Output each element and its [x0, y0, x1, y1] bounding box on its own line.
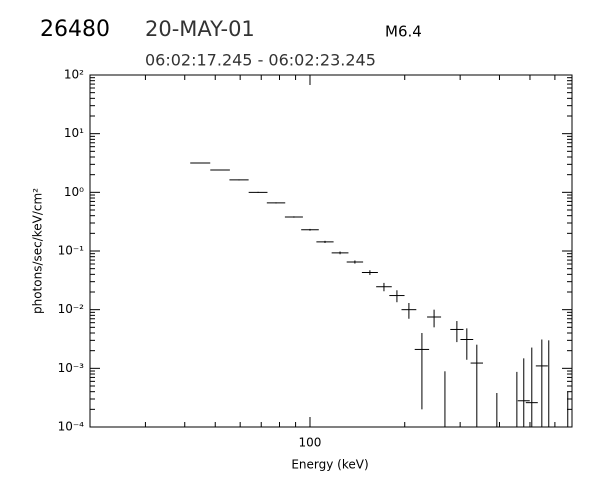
header-id: 26480	[40, 17, 110, 42]
y-tick-label: 10²	[64, 68, 84, 82]
y-tick-label: 10⁰	[64, 185, 84, 199]
x-axis-label: Energy (keV)	[291, 458, 368, 472]
y-tick-label: 10⁻⁴	[58, 420, 85, 434]
y-tick-label: 10⁻¹	[58, 244, 85, 258]
header-class: M6.4	[385, 23, 422, 41]
x-tick-label: 100	[299, 436, 322, 450]
y-tick-label: 10¹	[64, 126, 84, 140]
y-tick-label: 10⁻²	[58, 302, 85, 316]
y-axis-label: photons/sec/keV/cm²	[31, 188, 45, 314]
y-tick-label: 10⁻³	[58, 361, 85, 375]
header-time: 06:02:17.245 - 06:02:23.245	[145, 51, 376, 70]
plot-frame	[89, 74, 573, 428]
plot-marks	[190, 162, 569, 427]
header-date: 20-MAY-01	[145, 17, 255, 41]
